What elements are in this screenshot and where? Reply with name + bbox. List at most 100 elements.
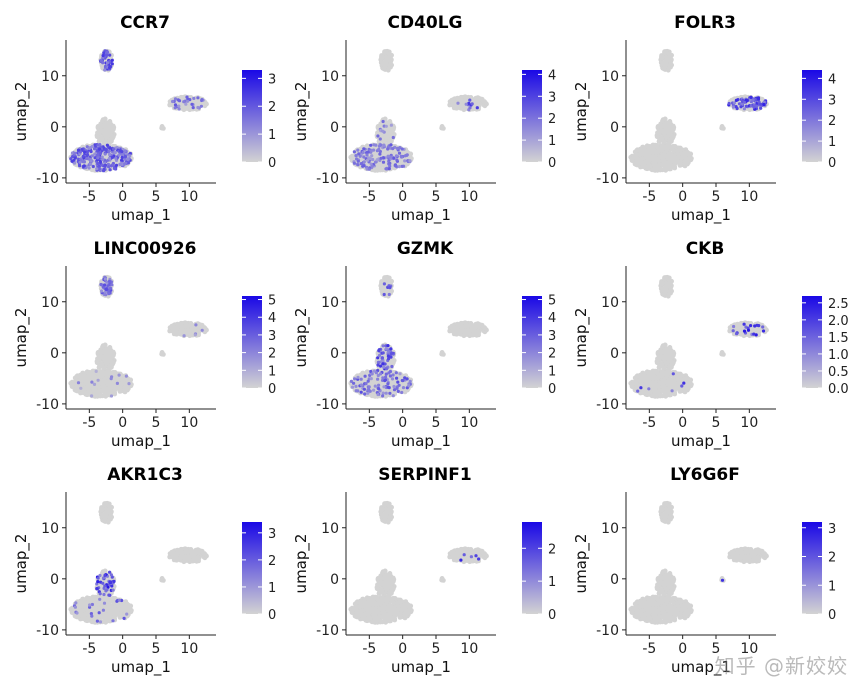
expressed-point <box>124 161 128 165</box>
expressed-point <box>390 377 395 381</box>
panel-title: GZMK <box>397 239 454 259</box>
expressed-point <box>185 99 190 103</box>
y-tick-label: 10 <box>321 295 339 311</box>
expressed-point <box>120 158 124 162</box>
cell-point <box>123 387 128 393</box>
cell-point <box>105 346 111 352</box>
cell-point <box>635 152 641 157</box>
expressed-point <box>385 367 389 371</box>
cell-point <box>170 102 176 108</box>
cell-point <box>381 60 387 65</box>
expressed-point <box>90 380 94 384</box>
expressed-point <box>354 154 358 158</box>
legend-tick-label: 2 <box>268 100 276 115</box>
expressed-point <box>362 387 366 391</box>
expressed-point <box>70 151 74 155</box>
expressed-point <box>475 106 479 110</box>
expressed-point <box>110 58 114 62</box>
expressed-point <box>381 394 385 398</box>
expressed-point <box>99 282 103 287</box>
expressed-point <box>361 150 365 155</box>
cell-point <box>482 325 487 331</box>
expressed-point <box>200 98 204 102</box>
legend-tick-label: 2 <box>548 347 556 362</box>
expressed-point <box>386 382 390 386</box>
expressed-points <box>69 49 205 173</box>
expressed-point <box>468 98 472 102</box>
expressed-point <box>85 156 89 161</box>
legend-tick-label: 3 <box>548 90 556 105</box>
expressed-point <box>373 384 377 388</box>
x-axis-label: umap_1 <box>111 432 171 451</box>
expressed-point <box>392 384 396 389</box>
expressed-point <box>376 377 380 381</box>
cell-point <box>95 383 101 389</box>
expressed-point <box>108 146 112 150</box>
cell-point <box>97 388 102 393</box>
expressed-point <box>381 160 386 164</box>
expressed-point <box>759 102 763 106</box>
expressed-point <box>92 147 97 151</box>
legend-tick-label: 0 <box>548 382 556 397</box>
expressed-point <box>106 50 110 54</box>
expressed-point <box>363 374 367 378</box>
x-tick-label: 5 <box>432 189 441 205</box>
expressed-point <box>377 349 381 353</box>
cell-point <box>109 390 115 396</box>
cell-point <box>99 380 104 386</box>
panel-ckb: CKB-5 0 5 10-10010umap_1umap_22.52.01.51.00… <box>572 239 849 451</box>
panel-title: CCR7 <box>120 13 170 33</box>
expressed-point <box>81 154 85 158</box>
expressed-point <box>464 102 468 106</box>
expressed-point <box>391 147 395 151</box>
expressed-point <box>199 104 203 108</box>
expressed-point <box>366 379 370 383</box>
cell-point <box>646 157 652 163</box>
expressed-point <box>81 160 85 164</box>
y-tick-label: 10 <box>41 295 59 311</box>
expressed-point <box>376 392 380 397</box>
expressed-point <box>352 161 356 165</box>
cell-point <box>461 328 467 334</box>
cell-point <box>450 98 455 103</box>
expressed-point <box>389 155 393 159</box>
cell-point <box>106 129 112 134</box>
expressed-point <box>106 162 110 166</box>
cell-point <box>185 101 191 107</box>
cell-point <box>462 323 468 329</box>
legend-tick-label: 2 <box>268 347 276 362</box>
cell-point <box>104 373 110 379</box>
expressed-point <box>407 384 411 388</box>
legend-tick-label: 4 <box>548 68 556 83</box>
legend-colorbar <box>522 70 542 162</box>
expressed-point <box>396 380 400 384</box>
cell-point <box>86 383 92 389</box>
cell-point <box>181 107 187 113</box>
y-tick-label: 0 <box>610 120 619 136</box>
expressed-point <box>388 374 392 378</box>
expressed-point <box>359 390 363 394</box>
cell-point <box>664 147 670 153</box>
expressed-point <box>350 385 355 389</box>
cell-point <box>441 352 446 357</box>
expressed-point <box>79 386 83 390</box>
expressed-point <box>370 154 374 158</box>
cell-point <box>97 354 103 359</box>
y-tick-label: -10 <box>316 171 339 187</box>
expressed-point <box>400 378 404 383</box>
expressed-point <box>387 386 391 390</box>
expressed-point <box>99 59 103 63</box>
cell-point <box>665 67 671 73</box>
cell-point <box>118 386 123 392</box>
expressed-point <box>394 164 398 168</box>
expressed-point <box>372 388 376 392</box>
expressed-point <box>384 375 388 379</box>
expressed-point <box>380 129 385 133</box>
cell-point <box>666 125 671 131</box>
expressed-point <box>123 155 128 159</box>
cell-point <box>675 151 680 156</box>
expressed-point <box>97 167 101 171</box>
expressed-point <box>375 158 379 162</box>
expressed-point <box>400 147 404 151</box>
